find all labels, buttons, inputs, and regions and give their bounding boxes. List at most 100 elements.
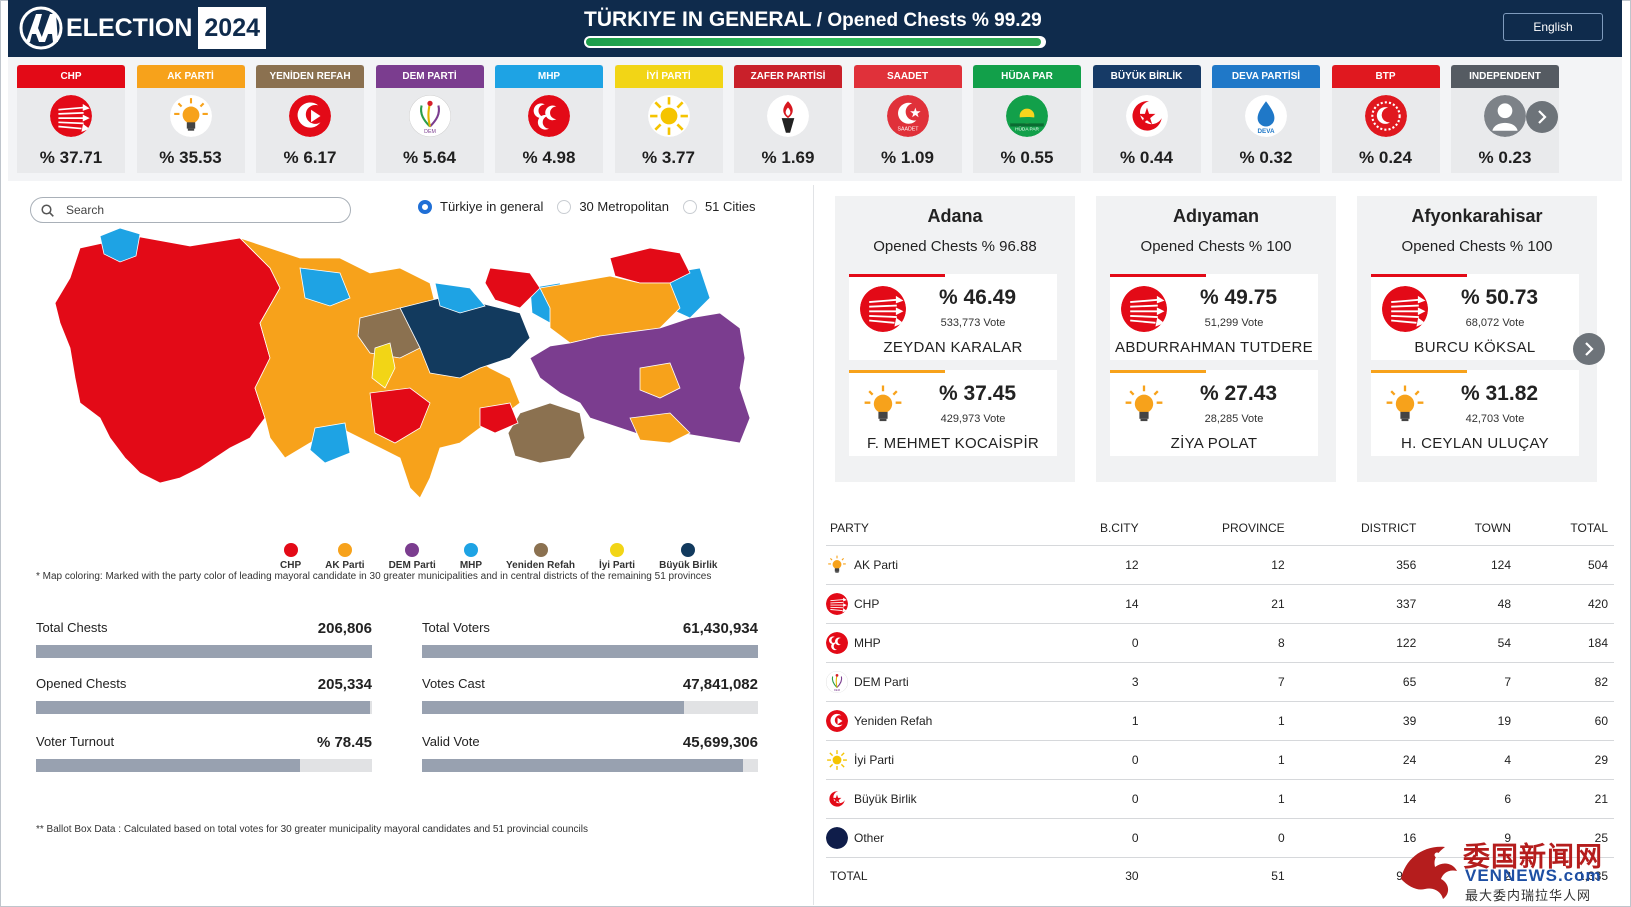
huda-par-icon: HÜDA PAR (1006, 95, 1048, 137)
table-total-row: TOTAL 30 51 973 2 1,335 (826, 857, 1614, 895)
city-name: Adıyaman (1172, 206, 1260, 226)
filter-label: 30 Metropolitan (579, 199, 669, 214)
table-row[interactable]: CHP 14 21 337 48 420 (826, 584, 1614, 624)
stat-bar (36, 645, 372, 658)
candidate-percentage: % 37.45 (939, 382, 1017, 405)
party-card[interactable]: İYİ PARTİ % 3.77 (614, 65, 723, 173)
aa-election-logo[interactable]: ELECTION 2024 (18, 6, 267, 50)
party-card[interactable]: CHP % 37.71 (17, 65, 125, 173)
cell-total-label: TOTAL (830, 869, 868, 884)
ak-parti-bulb-icon (1382, 382, 1428, 428)
cell-town: 48 (1422, 584, 1518, 624)
ballot-box-note: ** Ballot Box Data : Calculated based on… (36, 824, 588, 835)
party-card[interactable]: SAADET SAADET % 1.09 (853, 65, 962, 173)
map-region-mhp-5[interactable] (309, 422, 351, 464)
party-card[interactable]: BTP % 0.24 (1331, 65, 1440, 173)
candidate-second: % 37.45 429,973 Vote F. MEHMET KOCAİSPİR (849, 370, 1057, 456)
party-card[interactable]: HÜDA PAR HÜDA PAR % 0.55 (973, 65, 1081, 173)
filter-51-cities[interactable]: 51 Cities (682, 199, 756, 214)
legend-color-dot (283, 543, 298, 557)
opened-chests-progress (584, 36, 1046, 48)
map-region-istanbul[interactable] (99, 228, 141, 263)
table-row[interactable]: MHP 0 8 122 54 184 (826, 623, 1614, 663)
title-opened-chests: / Opened Chests % 99.29 (811, 10, 1042, 31)
candidate-color-bar (1371, 370, 1467, 373)
map-region-yeniden-refah-north[interactable] (357, 307, 421, 359)
table-row[interactable]: Other 0 0 16 9 25 (826, 818, 1614, 858)
map-region-chp-north[interactable] (484, 267, 541, 309)
search-box[interactable]: Search (30, 197, 351, 223)
filter-30-metropolitan[interactable]: 30 Metropolitan (557, 199, 669, 214)
stat-label: Votes Cast (422, 676, 485, 691)
party-label: AK Parti (854, 557, 899, 572)
table-row[interactable]: Yeniden Refah 1 1 39 19 60 (826, 701, 1614, 741)
map-region-ak-east[interactable] (639, 362, 681, 399)
chp-six-arrows-icon (1382, 286, 1428, 332)
search-placeholder: Search (66, 203, 105, 217)
svg-text:DEM: DEM (424, 129, 436, 135)
party-card[interactable]: YENİDEN REFAH % 6.17 (256, 65, 364, 173)
cell-total: 420 (1517, 584, 1614, 624)
cell-province: 21 (1144, 584, 1291, 624)
map-region-mhp-1[interactable] (299, 267, 351, 307)
chevron-right-icon (1585, 342, 1594, 356)
cell-province: 7 (1144, 662, 1291, 702)
cell-district: 24 (1290, 740, 1423, 780)
col-bcity: B.CITY (1045, 511, 1145, 546)
top-header: ELECTION 2024 TÜRKIYE IN GENERAL / Opene… (8, 0, 1622, 57)
party-label: CHP (854, 596, 880, 611)
stat-label: Total Voters (422, 620, 490, 635)
party-label: Yeniden Refah (854, 713, 933, 728)
party-card[interactable]: MHP % 4.98 (495, 65, 603, 173)
map-region-mhp-2[interactable] (434, 282, 486, 314)
party-percentage: % 35.53 (159, 148, 222, 167)
map-region-iyi[interactable] (371, 342, 396, 389)
legend-color-dot (405, 543, 420, 557)
stat-votes-cast: Votes Cast 47,841,082 (422, 676, 758, 714)
cell-district: 14 (1290, 779, 1423, 819)
watermark-tagline: 最大委内瑞拉华人网 (1465, 888, 1592, 903)
cell-total: 82 (1517, 662, 1614, 702)
cell-province: 51 (1271, 869, 1285, 884)
map-region-chp-adana[interactable] (479, 402, 519, 434)
table-row[interactable]: DEM DEM Parti 3 7 65 7 82 (826, 662, 1614, 702)
map-region-ak-southeast[interactable] (629, 412, 691, 444)
map-region-yeniden-refah-south[interactable] (507, 402, 586, 464)
filter-turkiye-general[interactable]: Türkiye in general (418, 199, 543, 214)
table-row[interactable]: İyi Parti 0 1 24 4 29 (826, 740, 1614, 780)
party-card[interactable]: ZAFER PARTİSİ % 1.69 (734, 65, 842, 173)
party-card[interactable]: BÜYÜK BİRLİK % 0.44 (1092, 65, 1201, 173)
city-card[interactable]: Adıyaman Opened Chests % 100 % 49.75 51,… (1096, 196, 1336, 482)
col-party: PARTY (826, 511, 1046, 546)
party-next-button[interactable] (1526, 101, 1558, 133)
party-card[interactable]: DEM PARTİ DEM % 5.64 (375, 65, 484, 173)
party-percentage: % 5.64 (403, 148, 456, 167)
language-button[interactable]: English (1503, 13, 1603, 41)
city-opened-chests: Opened Chests % 96.88 (873, 238, 1037, 255)
cell-town: 4 (1422, 740, 1518, 780)
party-card[interactable]: DEVA PARTİSİ DEVA % 0.32 (1212, 65, 1320, 173)
table-row[interactable]: Büyük Birlik 0 1 14 6 21 (826, 779, 1614, 819)
panel-divider (813, 185, 814, 905)
map-region-chp-south[interactable] (369, 387, 431, 444)
cell-bcity: 30 (1125, 869, 1139, 884)
stat-bar (36, 759, 372, 772)
cell-province: 1 (1144, 701, 1291, 741)
turkey-results-map[interactable] (40, 228, 780, 528)
candidate-second: % 31.82 42,703 Vote H. CEYLAN ULUÇAY (1371, 370, 1579, 456)
candidate-votes: 51,299 Vote (1204, 317, 1264, 329)
city-name: Adana (927, 206, 983, 226)
candidate-color-bar (849, 370, 945, 373)
map-region-chp-northeast[interactable] (609, 247, 691, 284)
ak-parti-bulb-icon (169, 95, 212, 137)
map-region-west[interactable] (54, 235, 281, 484)
city-card[interactable]: Afyonkarahisar Opened Chests % 100 % 50.… (1357, 196, 1597, 482)
legend-item: Yeniden Refah (506, 543, 575, 571)
svg-text:SAADET: SAADET (897, 127, 919, 133)
table-row[interactable]: AK Parti 12 12 356 124 504 (826, 545, 1614, 585)
party-card[interactable]: INDEPENDENT % 0.23 (1451, 65, 1559, 173)
cell-town: 2 (1504, 869, 1512, 884)
city-next-button[interactable] (1573, 333, 1605, 365)
party-card[interactable]: AK PARTİ % 35.53 (136, 65, 245, 173)
city-card[interactable]: Adana Opened Chests % 96.88 % 46.49 533,… (835, 196, 1075, 482)
